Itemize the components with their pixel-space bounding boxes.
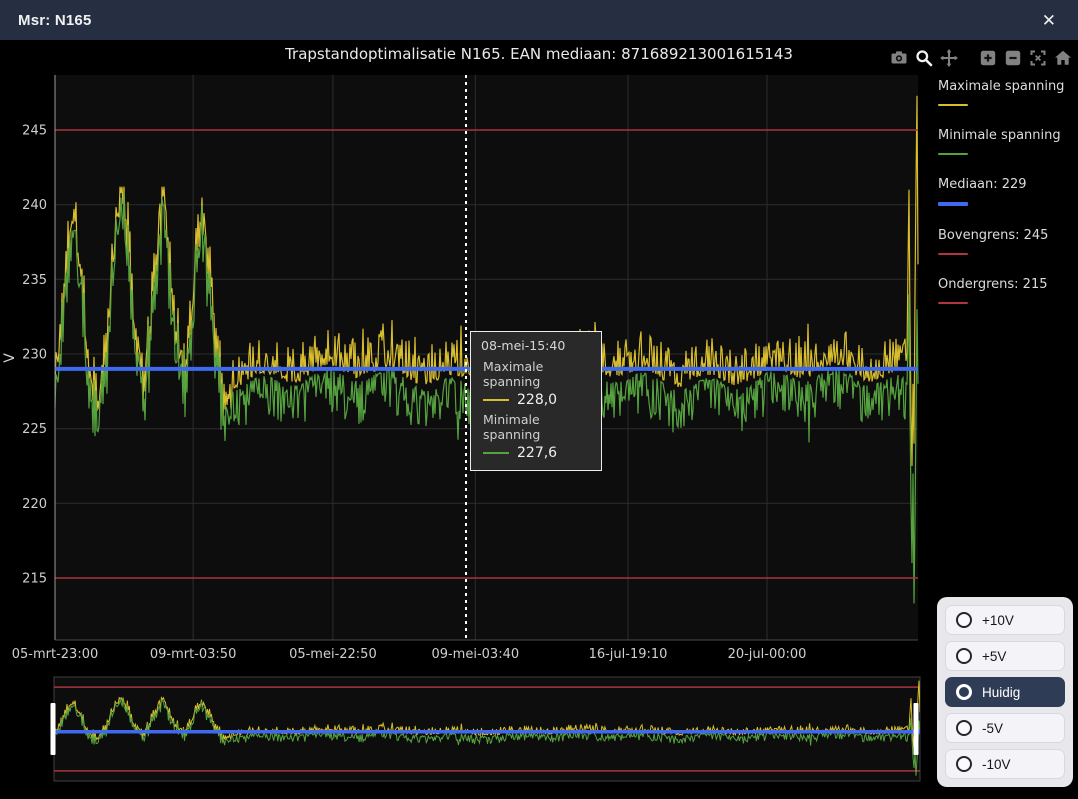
legend-line-sample (938, 302, 968, 304)
main-plot[interactable]: 215 220 225 230 235 240 245 05-mrt-23:00 09-mrt-… (2, 75, 918, 662)
close-icon[interactable]: ✕ (1042, 12, 1056, 29)
legend-line-sample (938, 253, 968, 255)
svg-text:16-jul-19:10: 16-jul-19:10 (589, 647, 668, 662)
window-titlebar: Msr: N165 ✕ (0, 0, 1078, 40)
window-title: Msr: N165 (18, 12, 92, 29)
tap-position-panel: +10V +5V Huidig -5V -10V (937, 597, 1073, 787)
legend-item-maximale-spanning[interactable]: Maximale spanning (938, 79, 1076, 106)
hover-tooltip: 08-mei-15:40 Maximale spanning 228,0 Min… (470, 331, 602, 471)
svg-text:215: 215 (22, 572, 47, 587)
radio-option-min5v[interactable]: -5V (945, 713, 1065, 743)
chart-legend: Maximale spanning Minimale spanning Medi… (938, 79, 1076, 326)
legend-line-sample (938, 202, 968, 206)
radio-option-min10v[interactable]: -10V (945, 749, 1065, 779)
svg-text:235: 235 (22, 273, 47, 288)
radio-icon (956, 720, 972, 736)
svg-text:245: 245 (22, 124, 47, 139)
legend-item-ondergrens[interactable]: Ondergrens: 215 (938, 277, 1076, 304)
range-slider[interactable] (51, 677, 921, 781)
legend-line-sample (938, 153, 968, 155)
rangeslider-handle-left[interactable] (51, 703, 56, 755)
tooltip-line-swatch (483, 399, 509, 401)
svg-text:230: 230 (22, 348, 47, 363)
app-window: Msr: N165 ✕ Trapstandoptimalisatie N165.… (0, 0, 1078, 799)
y-axis-title: V (2, 353, 18, 363)
legend-item-minimale-spanning[interactable]: Minimale spanning (938, 128, 1076, 155)
svg-text:20-jul-00:00: 20-jul-00:00 (728, 647, 807, 662)
svg-text:09-mei-03:40: 09-mei-03:40 (431, 647, 519, 662)
radio-option-plus5v[interactable]: +5V (945, 641, 1065, 671)
tooltip-line-swatch (483, 452, 509, 454)
svg-text:09-mrt-03:50: 09-mrt-03:50 (150, 647, 237, 662)
tooltip-row-max: Maximale spanning 228,0 (481, 359, 591, 408)
radio-option-plus10v[interactable]: +10V (945, 605, 1065, 635)
svg-text:05-mei-22:50: 05-mei-22:50 (289, 647, 377, 662)
svg-text:05-mrt-23:00: 05-mrt-23:00 (12, 647, 99, 662)
tooltip-row-min: Minimale spanning 227,6 (481, 412, 591, 461)
svg-text:220: 220 (22, 497, 47, 512)
svg-text:240: 240 (22, 198, 47, 213)
tooltip-timestamp: 08-mei-15:40 (481, 338, 591, 353)
svg-text:225: 225 (22, 422, 47, 437)
chart-surface: Trapstandoptimalisatie N165. EAN mediaan… (0, 40, 1078, 799)
radio-icon (956, 648, 972, 664)
radio-icon (956, 684, 972, 700)
legend-line-sample (938, 104, 968, 106)
radio-option-huidig[interactable]: Huidig (945, 677, 1065, 707)
legend-item-bovengrens[interactable]: Bovengrens: 245 (938, 228, 1076, 255)
legend-item-mediaan[interactable]: Mediaan: 229 (938, 177, 1076, 206)
rangeslider-handle-right[interactable] (914, 703, 919, 755)
radio-icon (956, 612, 972, 628)
radio-icon (956, 756, 972, 772)
